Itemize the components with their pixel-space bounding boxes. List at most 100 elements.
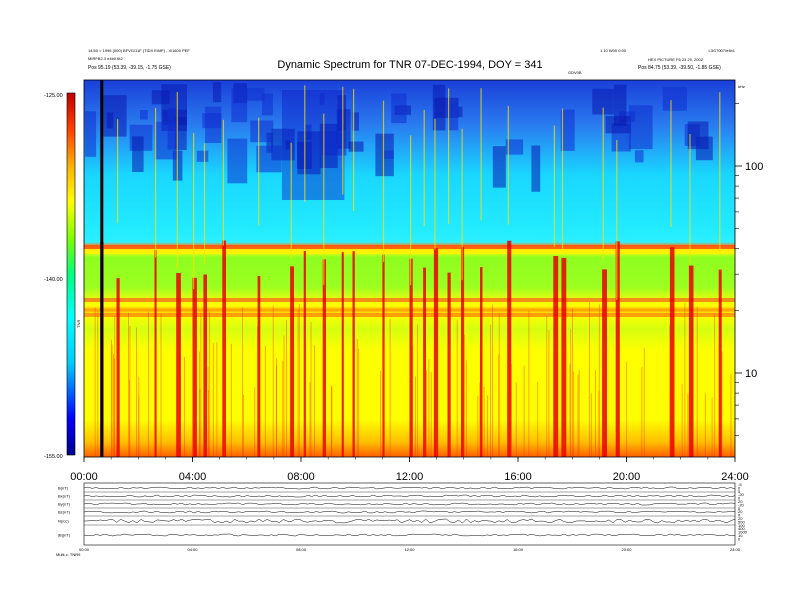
- panel-trace: [83, 502, 736, 506]
- panel-time-label: 24:00: [730, 547, 741, 552]
- streak: [257, 326, 258, 457]
- panel-trace: [83, 518, 736, 524]
- streak: [487, 395, 488, 457]
- burst: [480, 267, 483, 457]
- burst-upper: [448, 88, 450, 225]
- streak: [569, 364, 571, 457]
- burst: [602, 269, 607, 457]
- blue-patch: [383, 150, 394, 159]
- streak: [463, 334, 465, 457]
- burst-upper: [507, 105, 509, 225]
- burst: [507, 240, 512, 457]
- burst-upper: [382, 100, 385, 263]
- streak: [721, 351, 723, 457]
- streak: [380, 370, 381, 457]
- streak: [626, 361, 628, 457]
- streak: [309, 382, 311, 457]
- streak: [216, 342, 218, 457]
- burst: [192, 277, 197, 457]
- burst-upper: [222, 119, 224, 246]
- streak: [148, 311, 149, 457]
- streak: [199, 351, 200, 457]
- streak: [415, 376, 416, 457]
- burst-upper: [410, 135, 412, 286]
- header-right-line1: 1.10 W00 0:00: [600, 48, 627, 53]
- blue-patch: [244, 88, 265, 101]
- panel-label: |B|(nT): [58, 533, 71, 538]
- burst-upper: [602, 107, 604, 260]
- streak: [479, 382, 481, 457]
- streak: [546, 315, 548, 457]
- burst: [669, 247, 675, 457]
- header-left-line3: Pos 95.19 (53.39, -39.15, -1.75 GSE): [88, 65, 171, 71]
- panel-time-label: 04:00: [187, 547, 198, 552]
- blue-patch: [531, 145, 541, 192]
- streak: [331, 385, 333, 457]
- streak: [412, 346, 413, 457]
- streak: [477, 395, 479, 457]
- streak: [223, 300, 225, 457]
- streak: [684, 303, 686, 457]
- burst-upper: [689, 134, 691, 264]
- panel-right-tick: 20: [738, 516, 743, 521]
- time-label: 04:00: [179, 471, 207, 483]
- streak: [230, 343, 232, 457]
- panel-right-tick: 0: [738, 536, 741, 541]
- streak: [356, 339, 358, 457]
- panel-right-tick: 100: [738, 523, 745, 528]
- burst: [561, 257, 567, 457]
- data-gap-bar: [100, 80, 104, 457]
- streak: [449, 306, 450, 457]
- streak: [297, 309, 299, 457]
- blue-patch: [592, 88, 614, 115]
- blue-patch: [212, 82, 222, 103]
- blue-patch: [297, 131, 321, 175]
- panel-time-label: 12:00: [404, 547, 415, 552]
- streak: [113, 358, 115, 457]
- streak: [669, 395, 671, 457]
- blue-patch: [196, 150, 209, 162]
- streak: [572, 308, 573, 457]
- streak: [272, 305, 274, 457]
- burst-upper: [203, 143, 206, 264]
- burst-upper: [176, 92, 178, 269]
- panel-label: By(nT): [58, 502, 71, 507]
- streak: [490, 324, 491, 457]
- streak: [243, 394, 244, 457]
- panel-right-tick: 500: [738, 519, 745, 524]
- panel-right-tick: 400: [738, 526, 745, 531]
- blue-patch: [634, 150, 644, 163]
- streak: [324, 306, 326, 457]
- streak: [704, 392, 706, 457]
- burst: [688, 265, 694, 457]
- time-label: 08:00: [287, 471, 315, 483]
- blue-patch: [613, 84, 627, 126]
- burst: [718, 269, 722, 457]
- burst-upper: [290, 142, 292, 259]
- panel-label: Bx(nT): [58, 494, 71, 499]
- streak: [643, 348, 645, 457]
- blue-patch: [687, 121, 709, 150]
- panel-right-tick: 10: [738, 533, 743, 538]
- blue-patch: [348, 141, 364, 152]
- streak: [160, 313, 162, 457]
- bottom-left-tag: Multi-c. TNR9: [56, 552, 81, 557]
- spectrogram: [83, 79, 736, 458]
- streak: [199, 389, 201, 457]
- blue-patch: [151, 90, 170, 105]
- streak: [498, 312, 500, 457]
- streak: [515, 382, 517, 457]
- streak: [97, 311, 99, 457]
- streak: [436, 395, 437, 457]
- burst: [447, 272, 451, 457]
- streak: [310, 322, 312, 457]
- burst: [176, 273, 181, 457]
- streak: [114, 316, 116, 457]
- streak: [570, 329, 572, 457]
- burst: [461, 247, 465, 457]
- streak: [548, 330, 550, 457]
- burst-upper: [353, 88, 355, 212]
- panel-right-tick: 5: [738, 489, 741, 494]
- panel-right-tick: -20: [738, 492, 745, 497]
